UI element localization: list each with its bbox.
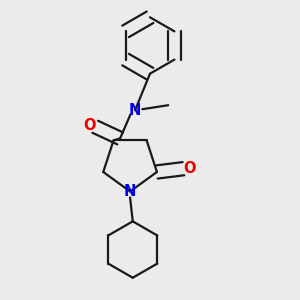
Text: O: O (83, 118, 95, 133)
Text: N: N (124, 184, 136, 199)
Text: N: N (129, 103, 141, 118)
Text: O: O (183, 161, 196, 176)
